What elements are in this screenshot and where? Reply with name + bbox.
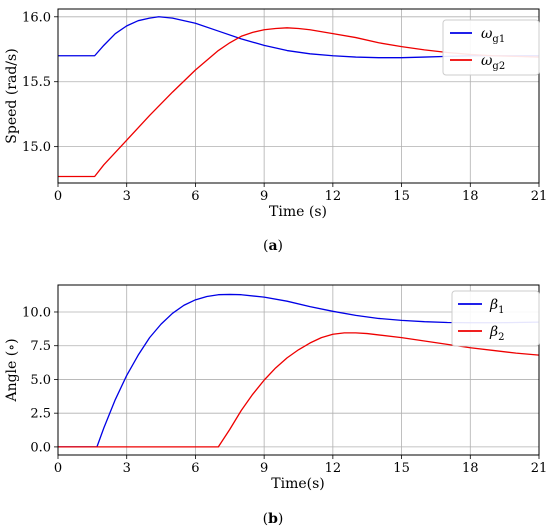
legend-label-beta1: β1 [489, 297, 504, 316]
x-tick-label: 15 [393, 189, 410, 204]
y-ticks-a: 15.0 15.5 16.0 [22, 10, 58, 155]
panel-a: 0 3 6 9 12 15 18 21 15.0 15.5 16.0 Time (s) Speed… [4, 8, 547, 254]
x-tick-label: 3 [123, 189, 131, 204]
y-tick-label: 7.5 [30, 339, 51, 354]
x-tick-label: 6 [191, 461, 199, 476]
grid-b [57, 285, 540, 455]
y-ticks-b: 0.0 2.5 5.0 7.5 10.0 [22, 305, 58, 455]
plot-frame-b [57, 284, 540, 456]
x-axis-label-b: Time(s) [271, 476, 324, 492]
legend-label-beta1-sub: 1 [498, 305, 504, 316]
caption-b-letter: b [268, 511, 278, 527]
x-tick-label: 18 [462, 189, 479, 204]
x-tick-label: 21 [531, 461, 548, 476]
x-tick-label: 3 [123, 461, 131, 476]
x-tick-label: 21 [531, 189, 548, 204]
legend-label-wg1-sub: g1 [492, 34, 505, 45]
x-tick-label: 6 [191, 189, 199, 204]
legend-label-wg2-sub: g2 [492, 61, 505, 72]
legend-label-beta1-main: β [489, 297, 498, 313]
x-tick-label: 9 [260, 189, 268, 204]
y-tick-label: 5.0 [30, 373, 51, 388]
series-line-β2 [58, 332, 540, 448]
y-tick-label: 15.5 [22, 75, 51, 90]
y-tick-label: 15.0 [22, 140, 51, 155]
x-tick-label: 18 [462, 461, 479, 476]
legend-label-beta2-sub: 2 [498, 332, 504, 343]
legend-label-wg1-main: ω [481, 26, 493, 42]
caption-a: (a) [263, 238, 283, 254]
series-line-β1 [58, 293, 540, 448]
legend-a: ωg1 ωg2 [442, 19, 540, 76]
x-tick-label: 15 [393, 461, 410, 476]
x-tick-label: 12 [325, 461, 342, 476]
panel-b: 0 3 6 9 12 15 18 21 0.02.55.07.510.0 Time(s) An… [4, 284, 547, 527]
y-tick-label: 10.0 [22, 305, 51, 320]
legend-label-wg1: ωg1 [481, 26, 505, 45]
y-axis-label-b: Angle (∘) [4, 338, 20, 402]
caption-a-letter: a [268, 238, 277, 254]
x-tick-label: 12 [325, 189, 342, 204]
legend-label-beta2-main: β [489, 324, 498, 340]
grid-a [57, 9, 540, 183]
x-tick-label: 0 [54, 461, 62, 476]
x-ticks-a: 0 3 6 9 12 15 18 21 [54, 183, 547, 204]
legend-label-wg2-main: ω [481, 53, 493, 69]
x-tick-label: 0 [54, 189, 62, 204]
x-ticks-b: 0 3 6 9 12 15 18 21 [54, 455, 547, 476]
x-tick-label: 9 [260, 461, 268, 476]
x-axis-label-a: Time (s) [269, 204, 327, 220]
y-tick-label: 2.5 [30, 407, 51, 422]
y-tick-label: 0.0 [30, 440, 51, 455]
plot-frame-a [57, 8, 540, 184]
legend-b: β1 β2 [451, 290, 540, 347]
caption-b: (b) [263, 511, 284, 527]
legend-label-beta2: β2 [489, 324, 504, 343]
legend-label-wg2: ωg2 [481, 53, 505, 72]
y-axis-label-a: Speed (rad/s) [4, 48, 20, 143]
y-tick-label: 16.0 [22, 10, 51, 25]
